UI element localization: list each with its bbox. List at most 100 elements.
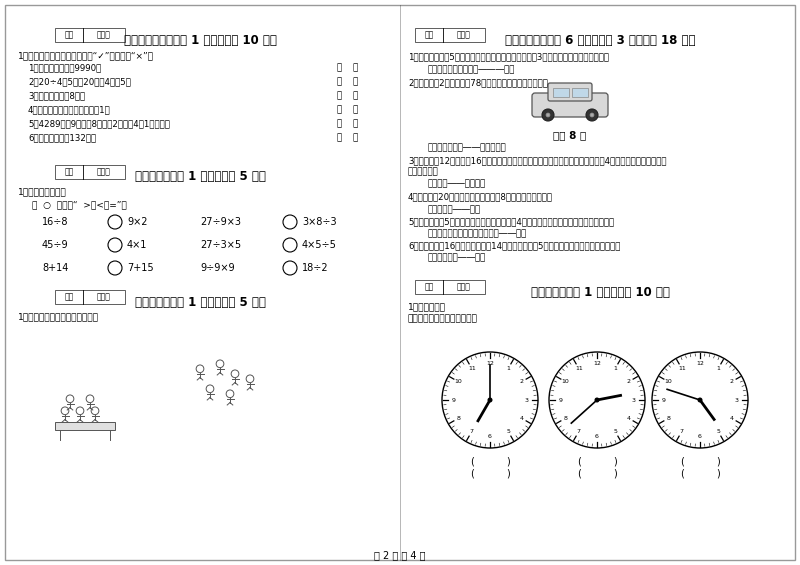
Text: 评卷人: 评卷人: [457, 31, 471, 40]
Text: 评卷人: 评卷人: [457, 282, 471, 292]
Text: 27÷9×3: 27÷9×3: [200, 217, 241, 227]
Text: 4．两个同样大的数相除，商是1。: 4．两个同样大的数相除，商是1。: [28, 106, 110, 115]
Text: 9: 9: [451, 398, 455, 402]
Text: 答：至少需要租――辆面包车。: 答：至少需要租――辆面包车。: [428, 144, 506, 153]
Text: (: (: [470, 457, 474, 467]
Text: 10: 10: [562, 379, 570, 384]
Text: ): ): [506, 457, 510, 467]
Text: 1: 1: [506, 366, 510, 371]
Text: ): ): [614, 457, 617, 467]
FancyBboxPatch shape: [532, 93, 608, 117]
Text: 评卷人: 评卷人: [97, 167, 111, 176]
Text: （    ）: （ ）: [337, 133, 358, 142]
Text: 1．最大的四位数是9990。: 1．最大的四位数是9990。: [28, 63, 102, 72]
Text: 答：买一大一小两桶牛奶共需要――元。: 答：买一大一小两桶牛奶共需要――元。: [428, 229, 527, 238]
Text: 5: 5: [614, 429, 617, 434]
Text: 1、我会判断，对的在括号里打“✓”，错的打“×”。: 1、我会判断，对的在括号里打“✓”，错的打“×”。: [18, 51, 154, 60]
Text: 2、希望小学2年级有学生78人，至少需要租几辆面包车？: 2、希望小学2年级有学生78人，至少需要租几辆面包车？: [408, 79, 548, 88]
Text: 答：黄皮球比红皮球多―――个。: 答：黄皮球比红皮球多―――个。: [428, 66, 515, 75]
Text: 18÷2: 18÷2: [302, 263, 329, 273]
Text: 1、二年级一班有5个红皮球，黄皮球的个数是红皮球的3倍，黄皮球比红皮球多几个？: 1、二年级一班有5个红皮球，黄皮球的个数是红皮球的3倍，黄皮球比红皮球多几个？: [408, 53, 609, 62]
Text: 8: 8: [563, 416, 567, 421]
Text: 11: 11: [678, 366, 686, 371]
Text: 12: 12: [593, 361, 601, 366]
Text: 答：白熊有――只。: 答：白熊有――只。: [428, 206, 481, 215]
Text: 11: 11: [468, 366, 476, 371]
Text: （    ）: （ ）: [337, 77, 358, 86]
Text: 七、连一连（八 1 大题，共计 5 分）: 七、连一连（八 1 大题，共计 5 分）: [134, 295, 266, 308]
Text: 得分: 得分: [424, 282, 434, 292]
Bar: [415, 28, 485, 42]
Text: 3: 3: [525, 398, 529, 402]
FancyBboxPatch shape: [548, 83, 592, 101]
Text: 1、他们看到的是什么？连一连。: 1、他们看到的是什么？连一连。: [18, 312, 99, 321]
Text: 评卷人: 评卷人: [97, 293, 111, 302]
Text: 12: 12: [486, 361, 494, 366]
Text: 3: 3: [631, 398, 635, 402]
Text: 10: 10: [454, 379, 462, 384]
Text: 5: 5: [506, 429, 510, 434]
Text: 六、比一比（八 1 大题，共计 5 分）: 六、比一比（八 1 大题，共计 5 分）: [134, 171, 266, 184]
Text: 7: 7: [577, 429, 581, 434]
Text: 十、综合题（八 1 大题，共计 10 分）: 十、综合题（八 1 大题，共计 10 分）: [530, 285, 670, 298]
Text: 8+14: 8+14: [42, 263, 68, 273]
Text: （    ）: （ ）: [337, 63, 358, 72]
Text: 得分: 得分: [64, 293, 74, 302]
Text: （    ）: （ ）: [337, 92, 358, 101]
Text: 2: 2: [519, 379, 523, 384]
Bar: [55, 165, 125, 179]
Text: 27÷3×5: 27÷3×5: [200, 240, 241, 250]
Text: 45÷9: 45÷9: [42, 240, 69, 250]
Text: (: (: [680, 469, 684, 479]
Text: 10: 10: [665, 379, 672, 384]
Text: 4×5÷5: 4×5÷5: [302, 240, 337, 250]
Text: (: (: [577, 469, 581, 479]
Bar: [55, 290, 125, 304]
Text: 6: 6: [488, 434, 492, 439]
Text: 限乘 8 人: 限乘 8 人: [554, 130, 586, 140]
Text: 第 2 页 共 4 页: 第 2 页 共 4 页: [374, 550, 426, 560]
Text: 3、妈妈买来12只苹果和16只梨，如果要把它们全部装在袋子里，每只袋子只能装4只水果，需要几只袋子？: 3、妈妈买来12只苹果和16只梨，如果要把它们全部装在袋子里，每只袋子只能装4只…: [408, 157, 666, 166]
Circle shape: [698, 398, 702, 402]
Text: 3．课桌的高度是8米。: 3．课桌的高度是8米。: [28, 92, 85, 101]
Circle shape: [590, 113, 594, 117]
Text: 9: 9: [558, 398, 562, 402]
Text: 1: 1: [614, 366, 617, 371]
Text: 2: 2: [730, 379, 734, 384]
Text: 7: 7: [680, 429, 684, 434]
Text: 八、解决问题（八 6 小题，每题 3 分，共计 18 分）: 八、解决问题（八 6 小题，每题 3 分，共计 18 分）: [505, 33, 695, 46]
Text: (: (: [470, 469, 474, 479]
Text: 五、判断对与错（公 1 大题，共计 10 分）: 五、判断对与错（公 1 大题，共计 10 分）: [123, 33, 277, 46]
Text: 用两种方法表示下面的时刻。: 用两种方法表示下面的时刻。: [408, 315, 478, 324]
Text: 6、操场上原有16个同学，又来了14个，这些同学每5个一组做游戏，可以分成多少组？: 6、操场上原有16个同学，又来了14个，这些同学每5个一组做游戏，可以分成多少组…: [408, 241, 620, 250]
Text: 4、动物园有20只黑熊，黑熊比白熊多8只，白熊有多少只？: 4、动物园有20只黑熊，黑熊比白熊多8只，白熊有多少只？: [408, 193, 553, 202]
Text: 2．20÷4＝5试作20除以4等于5。: 2．20÷4＝5试作20除以4等于5。: [28, 77, 131, 86]
Text: 6．小红的身高是132米。: 6．小红的身高是132米。: [28, 133, 96, 142]
Text: 11: 11: [575, 366, 582, 371]
Text: ): ): [716, 457, 720, 467]
Text: 得分: 得分: [424, 31, 434, 40]
Text: （    ）: （ ）: [337, 106, 358, 115]
Text: 3×8÷3: 3×8÷3: [302, 217, 337, 227]
Text: 5．4289是〙9个千，8个百，2个十和4个1组成的。: 5．4289是〙9个千，8个百，2个十和4个1组成的。: [28, 120, 170, 128]
Text: （    ）: （ ）: [337, 120, 358, 128]
Bar: [553, 88, 569, 97]
Text: 7: 7: [470, 429, 474, 434]
Circle shape: [586, 109, 598, 121]
Text: 4: 4: [626, 416, 630, 421]
Text: (: (: [680, 457, 684, 467]
Text: 6: 6: [595, 434, 599, 439]
Text: 答：可以分成――组。: 答：可以分成――组。: [428, 254, 486, 263]
Text: 12: 12: [696, 361, 704, 366]
Text: 9×2: 9×2: [127, 217, 147, 227]
Text: 得分: 得分: [64, 31, 74, 40]
Text: 16÷8: 16÷8: [42, 217, 69, 227]
Text: 6: 6: [698, 434, 702, 439]
Circle shape: [488, 398, 492, 402]
Text: ): ): [614, 469, 617, 479]
Text: 4×1: 4×1: [127, 240, 147, 250]
Text: (: (: [577, 457, 581, 467]
Bar: [572, 88, 588, 97]
Text: 得分: 得分: [64, 167, 74, 176]
Bar: [415, 280, 485, 294]
